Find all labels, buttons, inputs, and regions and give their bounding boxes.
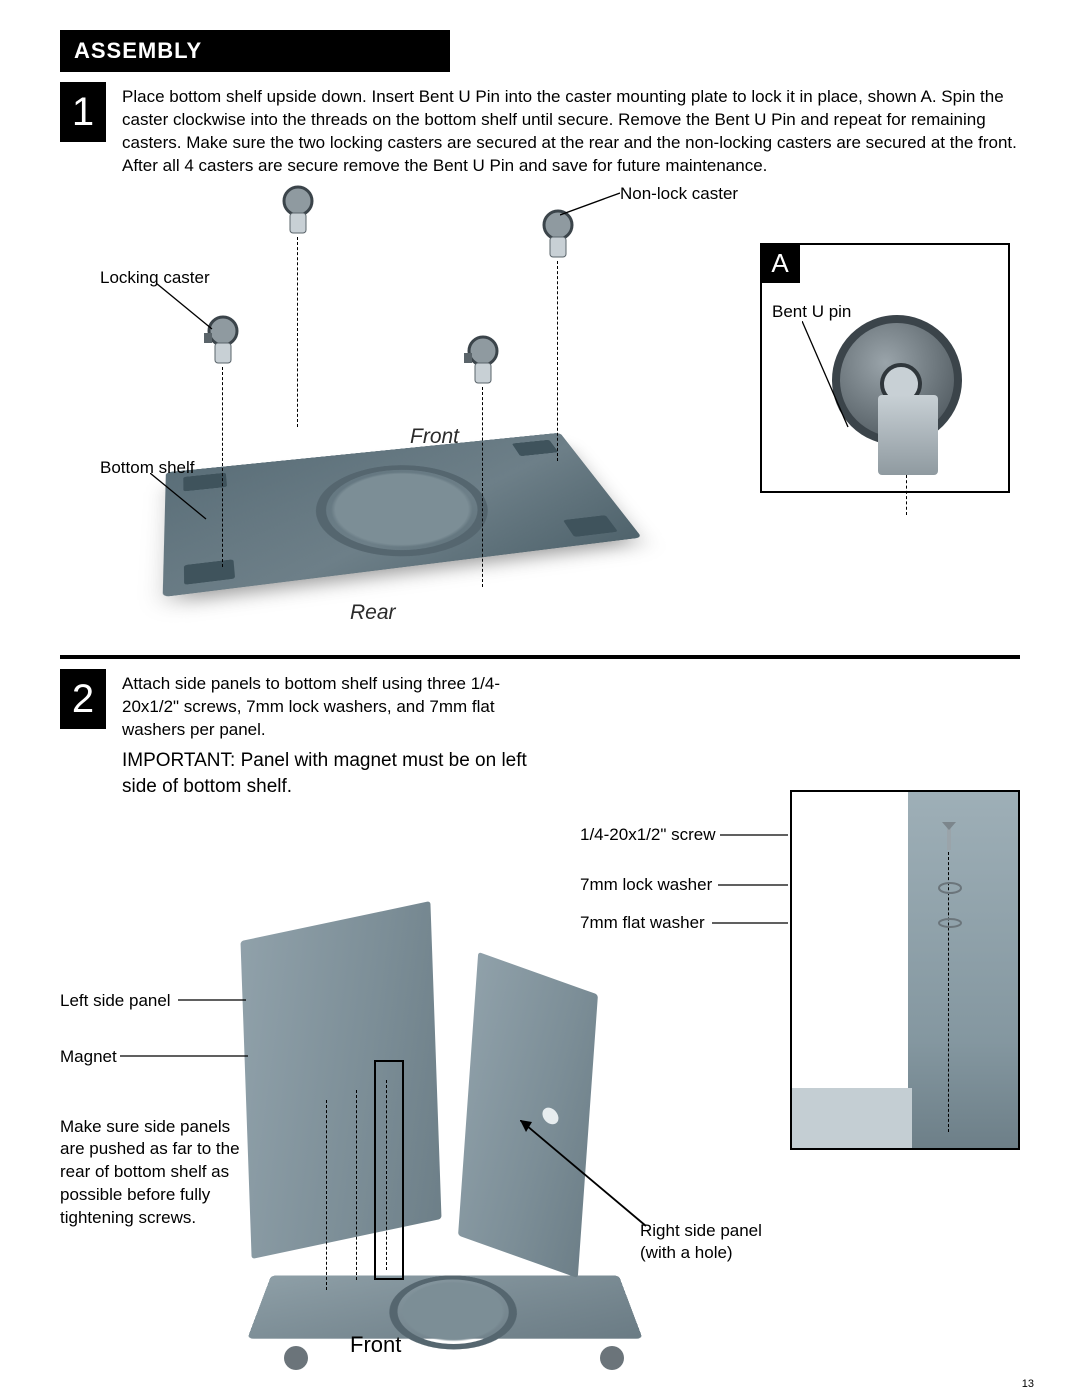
detail-b-box — [790, 790, 1020, 1150]
page-number: 13 — [1022, 1377, 1034, 1392]
label-left-panel: Left side panel — [60, 990, 171, 1013]
detail-a-tag: A — [760, 243, 800, 283]
label-flatwasher: 7mm flat washer — [580, 912, 705, 935]
label-rear: Rear — [350, 599, 396, 627]
section-header: ASSEMBLY — [60, 30, 450, 72]
label-screw: 1/4-20x1/2" screw — [580, 824, 716, 847]
label-front: Front — [410, 423, 459, 451]
step-1-diagram: Non-lock caster Locking caster Bottom sh… — [60, 183, 1020, 643]
caster-rear-right — [460, 333, 506, 389]
caster-front-left — [275, 183, 321, 239]
step-2-number: 2 — [60, 669, 106, 729]
step-2-diagram: Left side panel Magnet Make sure side pa… — [60, 800, 1020, 1370]
detail-a-box: A Bent U pin — [760, 243, 1010, 493]
label-nonlock-caster: Non-lock caster — [620, 183, 738, 206]
left-side-panel — [240, 901, 441, 1259]
step-divider — [60, 655, 1020, 659]
label-push-note: Make sure side panels are pushed as far … — [60, 1116, 250, 1231]
step-1-text: Place bottom shelf upside down. Insert B… — [122, 82, 1020, 178]
label-front-2: Front — [350, 1330, 401, 1360]
step-2-text: Attach side panels to bottom shelf using… — [122, 673, 552, 742]
step-2-important: IMPORTANT: Panel with magnet must be on … — [122, 748, 552, 799]
label-magnet: Magnet — [60, 1046, 117, 1069]
label-right-panel-1: Right side panel — [640, 1220, 762, 1243]
step-1-number: 1 — [60, 82, 106, 142]
label-right-panel-2: (with a hole) — [640, 1242, 733, 1265]
label-lockwasher: 7mm lock washer — [580, 874, 712, 897]
